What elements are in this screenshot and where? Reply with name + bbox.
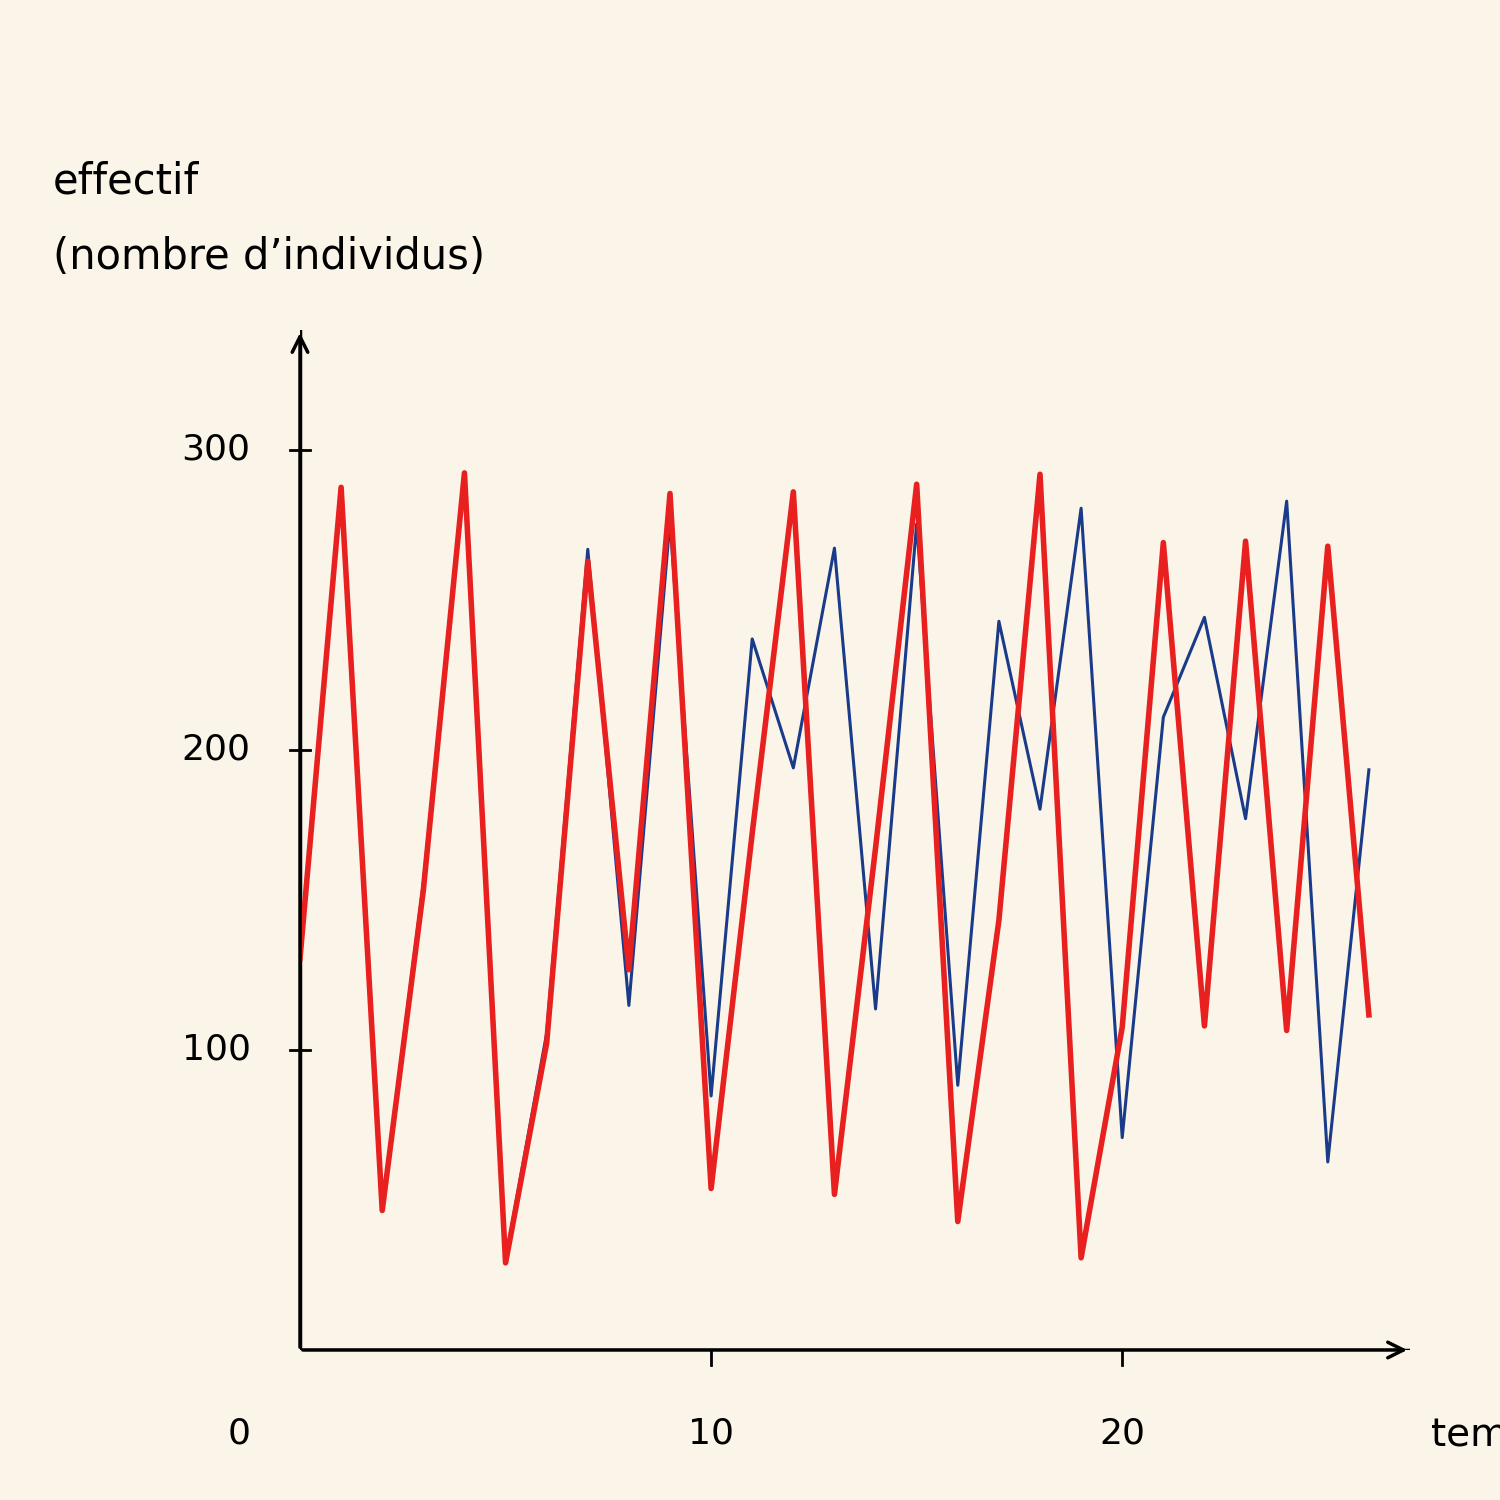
Text: 300: 300 bbox=[182, 433, 250, 466]
Text: 100: 100 bbox=[182, 1034, 250, 1066]
Text: 0: 0 bbox=[228, 1416, 251, 1450]
Text: 200: 200 bbox=[182, 734, 250, 766]
Text: (nombre d’individus): (nombre d’individus) bbox=[53, 236, 485, 278]
Text: 20: 20 bbox=[1100, 1416, 1144, 1450]
Text: effectif: effectif bbox=[53, 160, 198, 202]
Text: 10: 10 bbox=[688, 1416, 734, 1450]
Text: temps: temps bbox=[1431, 1416, 1500, 1454]
